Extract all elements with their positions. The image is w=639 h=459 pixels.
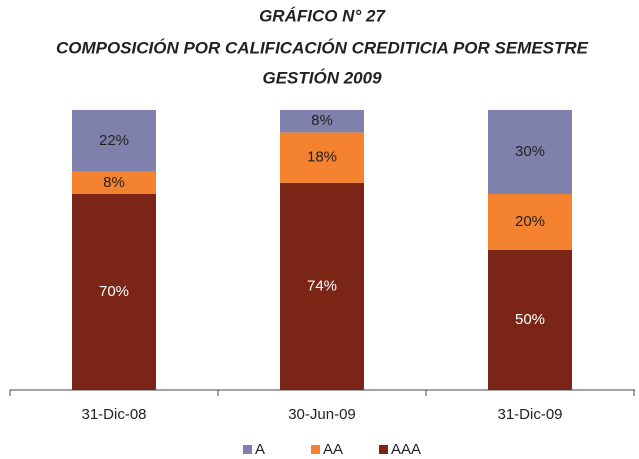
data-label: 70%: [99, 283, 129, 300]
x-tick-label: 30-Jun-09: [288, 406, 356, 423]
chart-title: COMPOSICIÓN POR CALIFICACIÓN CREDITICIA …: [56, 38, 589, 57]
data-label: 18%: [307, 149, 337, 166]
data-label: 8%: [103, 174, 125, 191]
bar-segment: [72, 194, 156, 390]
x-tick-label: 31-Dic-09: [497, 406, 562, 423]
bar-segment: [72, 110, 156, 172]
legend-label: AAA: [391, 441, 421, 458]
data-label: 22%: [99, 132, 129, 149]
category-separators: [9, 390, 635, 396]
bar-segment: [280, 182, 364, 390]
data-label: 30%: [515, 143, 545, 160]
bar-segment: [488, 110, 572, 194]
bar-segment: [488, 250, 572, 390]
bar-segment: [488, 194, 572, 250]
data-label: 74%: [307, 277, 337, 294]
legend-label: AA: [323, 441, 343, 458]
legend-swatch: [311, 445, 320, 454]
x-tick-label: 31-Dic-08: [81, 406, 146, 423]
data-label: 50%: [515, 311, 545, 328]
chart-title: GRÁFICO N° 27: [259, 6, 386, 25]
legend-label: A: [255, 441, 265, 458]
chart-title: GESTIÓN 2009: [262, 68, 382, 87]
legend-swatch: [243, 445, 252, 454]
data-label: 8%: [311, 112, 333, 129]
legend-swatch: [379, 445, 388, 454]
data-label: 20%: [515, 213, 545, 230]
bar-segment: [72, 171, 156, 194]
bar-segment: [280, 132, 364, 183]
bar-segment: [280, 110, 364, 133]
